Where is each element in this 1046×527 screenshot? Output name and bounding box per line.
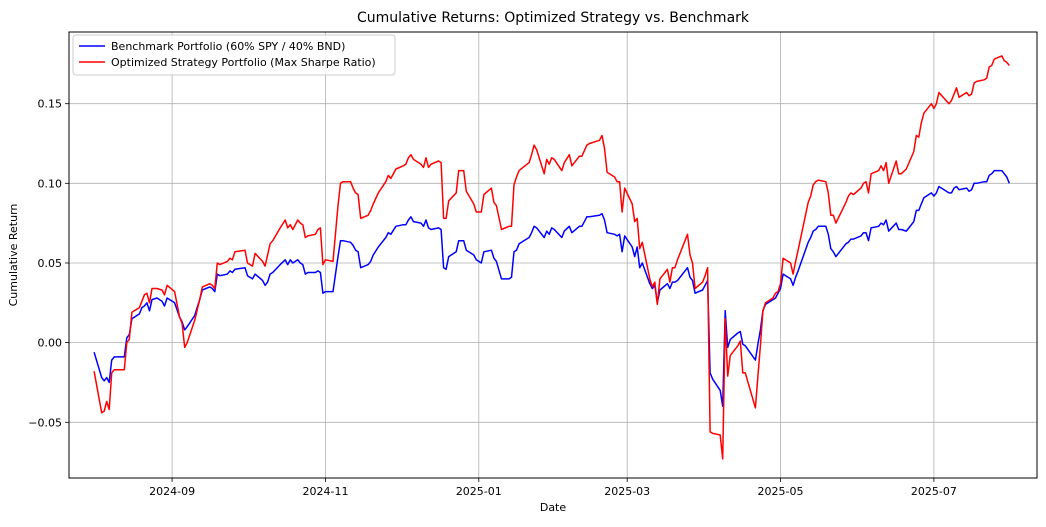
grid-layer xyxy=(69,32,1037,478)
y-tick-label: 0.05 xyxy=(38,257,63,270)
x-axis-label: Date xyxy=(540,501,567,514)
x-tick-label: 2025-01 xyxy=(456,485,502,498)
x-tick-label: 2025-07 xyxy=(911,485,957,498)
x-tick-label: 2025-05 xyxy=(758,485,804,498)
y-tick-label: 0.10 xyxy=(38,177,63,190)
plot-frame xyxy=(68,31,1038,479)
ticks-layer: 2024-09 2024-11 2025-01 2025-03 2025-05 2025-… xyxy=(28,98,957,498)
y-tick-label: −0.05 xyxy=(28,416,62,429)
series-line-optimized xyxy=(93,55,1010,460)
series-layer xyxy=(93,55,1010,460)
legend: Benchmark Portfolio (60% SPY / 40% BND) … xyxy=(72,34,396,76)
y-tick-label: 0.00 xyxy=(38,337,63,350)
legend-label-optimized: Optimized Strategy Portfolio (Max Sharpe… xyxy=(111,56,376,69)
chart-title: Cumulative Returns: Optimized Strategy v… xyxy=(357,10,750,26)
x-tick-label: 2024-11 xyxy=(303,485,349,498)
y-axis-label: Cumulative Return xyxy=(7,204,20,307)
legend-box xyxy=(72,34,396,76)
legend-label-benchmark: Benchmark Portfolio (60% SPY / 40% BND) xyxy=(111,40,345,53)
series-line-benchmark xyxy=(93,169,1010,408)
x-tick-label: 2025-03 xyxy=(604,485,650,498)
x-tick-label: 2024-09 xyxy=(149,485,195,498)
y-tick-label: 0.15 xyxy=(38,98,63,111)
